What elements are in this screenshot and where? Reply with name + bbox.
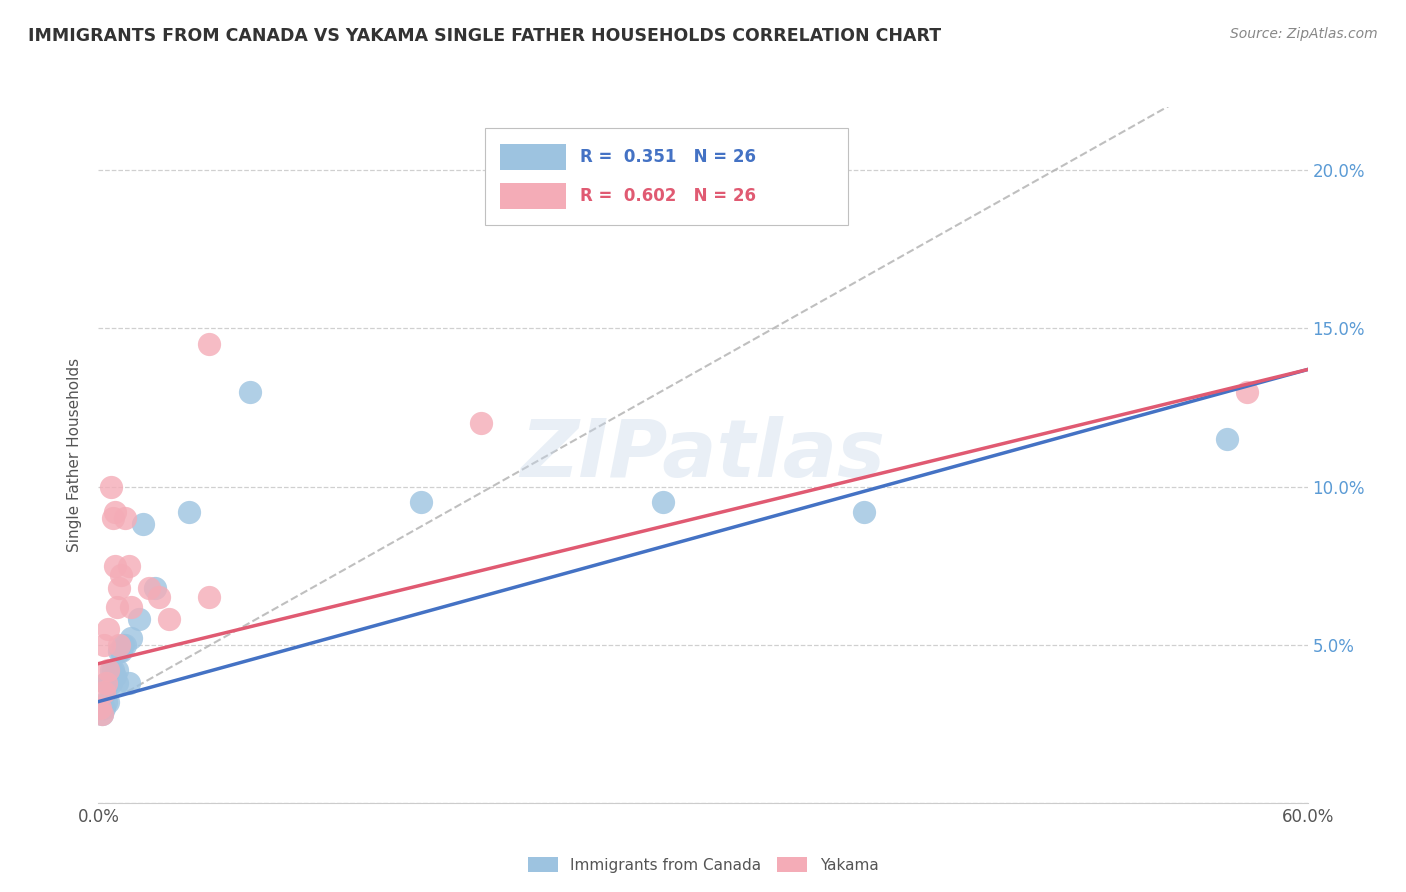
Point <box>93 638 115 652</box>
Text: R =  0.351   N = 26: R = 0.351 N = 26 <box>579 148 755 166</box>
Point <box>110 568 132 582</box>
Point <box>91 707 114 722</box>
Point <box>470 417 492 431</box>
Point <box>111 638 134 652</box>
Point <box>103 505 125 519</box>
Point <box>105 675 128 690</box>
Point <box>101 663 124 677</box>
Point <box>103 669 125 683</box>
Point <box>107 638 129 652</box>
Point <box>105 599 128 614</box>
Legend: Immigrants from Canada, Yakama: Immigrants from Canada, Yakama <box>522 850 884 879</box>
Point <box>105 663 128 677</box>
Point <box>118 675 141 690</box>
Point <box>120 632 142 646</box>
Point <box>114 511 136 525</box>
Point <box>101 511 124 525</box>
Point <box>148 591 170 605</box>
Point <box>96 675 118 690</box>
Point <box>120 599 142 614</box>
Point <box>91 707 114 722</box>
Point <box>198 337 221 351</box>
Point <box>1236 384 1258 399</box>
Point <box>853 505 876 519</box>
Text: ZIPatlas: ZIPatlas <box>520 416 886 494</box>
FancyBboxPatch shape <box>501 144 567 170</box>
Point <box>110 644 132 658</box>
Point <box>89 701 111 715</box>
Point <box>100 479 122 493</box>
Point <box>100 675 122 690</box>
Point <box>107 644 129 658</box>
Point <box>138 581 160 595</box>
Point <box>143 581 166 595</box>
Point <box>128 612 150 626</box>
Point <box>114 638 136 652</box>
FancyBboxPatch shape <box>501 183 567 210</box>
Point <box>118 558 141 573</box>
Point <box>93 701 115 715</box>
Point <box>239 384 262 399</box>
Point <box>93 685 115 699</box>
Text: Source: ZipAtlas.com: Source: ZipAtlas.com <box>1230 27 1378 41</box>
Point <box>157 612 180 626</box>
Point <box>96 695 118 709</box>
Point <box>89 701 111 715</box>
Point <box>409 495 432 509</box>
Point <box>97 675 120 690</box>
Point <box>132 517 155 532</box>
Point <box>100 663 122 677</box>
FancyBboxPatch shape <box>485 128 848 226</box>
Point <box>107 581 129 595</box>
Point <box>96 675 118 690</box>
Text: IMMIGRANTS FROM CANADA VS YAKAMA SINGLE FATHER HOUSEHOLDS CORRELATION CHART: IMMIGRANTS FROM CANADA VS YAKAMA SINGLE … <box>28 27 941 45</box>
Point <box>198 591 221 605</box>
Y-axis label: Single Father Households: Single Father Households <box>67 358 83 552</box>
Point <box>103 558 125 573</box>
Point <box>651 495 673 509</box>
Point <box>1216 432 1239 446</box>
Point <box>97 695 120 709</box>
Point <box>97 622 120 636</box>
Text: R =  0.602   N = 26: R = 0.602 N = 26 <box>579 187 755 205</box>
Point <box>179 505 201 519</box>
Point <box>97 663 120 677</box>
